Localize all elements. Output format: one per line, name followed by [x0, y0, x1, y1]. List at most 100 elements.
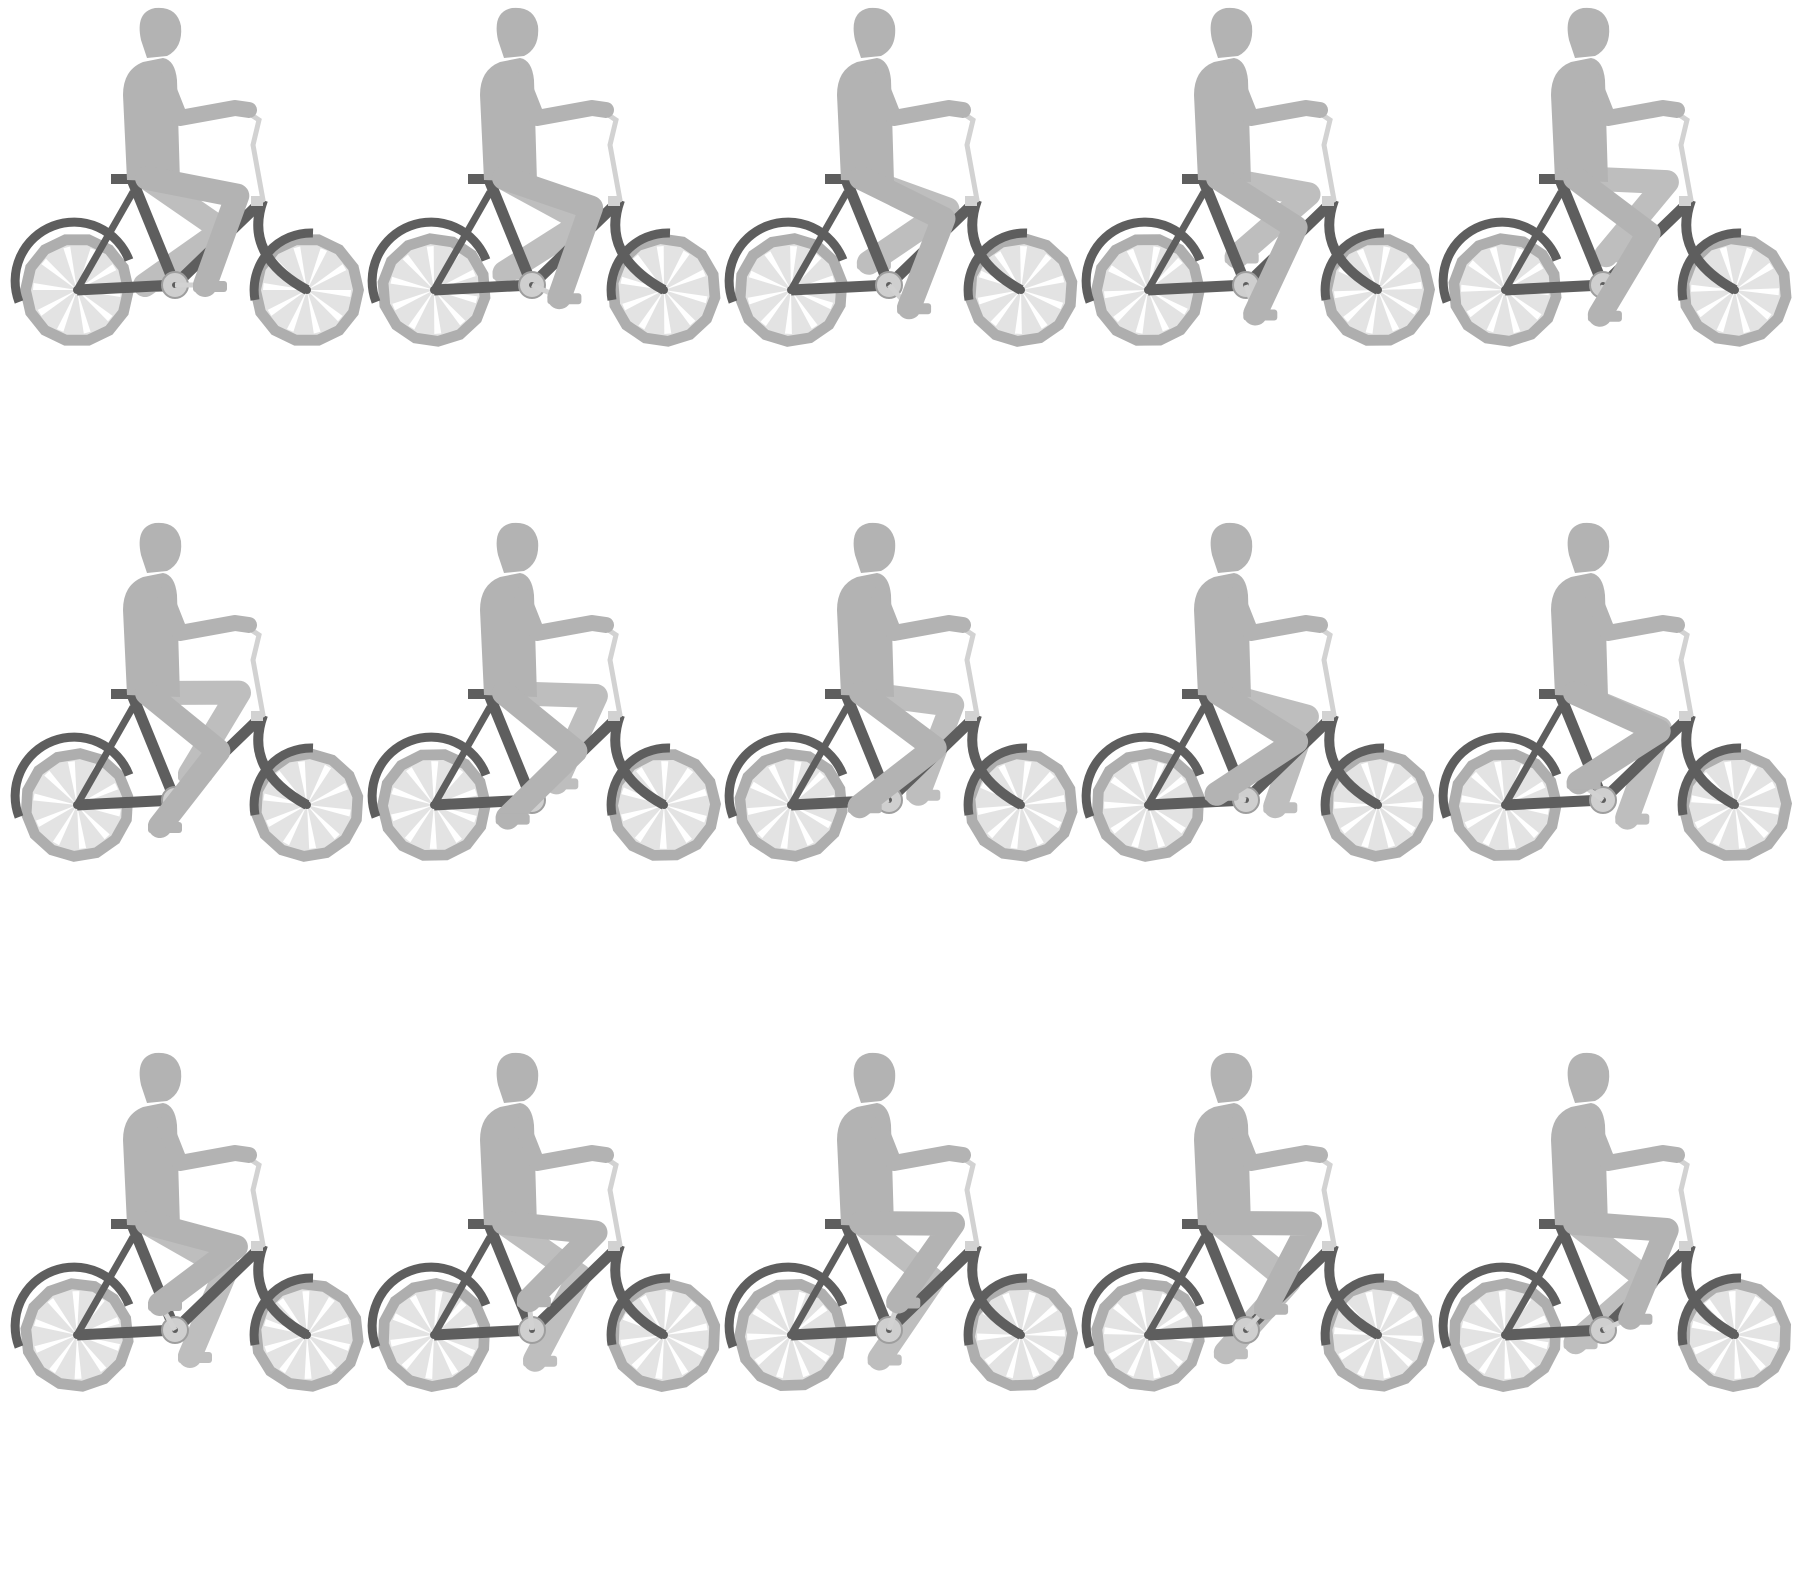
leg-segment: [492, 1211, 592, 1372]
leg-segment: [849, 166, 956, 320]
spoke: [1110, 776, 1148, 805]
spoke: [264, 1335, 307, 1353]
front-fork: [1324, 713, 1381, 810]
spoke: [1360, 762, 1378, 805]
spoke: [1110, 805, 1148, 834]
shoe: [906, 789, 941, 801]
spoke: [307, 290, 343, 322]
spoke: [1498, 1291, 1506, 1335]
bicycle-rider-sprite: [724, 7, 1078, 347]
spoke: [1468, 260, 1505, 290]
animation-frame: [724, 1045, 1079, 1391]
spoke: [1334, 290, 1378, 299]
animation-frame: [10, 0, 365, 346]
near-leg: [1563, 1211, 1679, 1330]
spoke: [1505, 805, 1516, 849]
spoke: [434, 1291, 443, 1335]
spoke: [1338, 1335, 1378, 1361]
bicycle-rider-sprite: [10, 7, 364, 346]
spoke: [1694, 805, 1735, 829]
bicycle-rider-sprite: [1438, 7, 1792, 347]
spoke: [1734, 1335, 1742, 1379]
spoke: [1148, 776, 1186, 805]
leg-segment: [1204, 681, 1309, 806]
spoke: [754, 1335, 791, 1366]
spoke: [1735, 1296, 1762, 1335]
spoke: [1735, 805, 1779, 815]
seat-stay: [1501, 190, 1565, 292]
rear-fender: [10, 217, 134, 304]
rider-arm: [1228, 72, 1328, 126]
spoke: [772, 1292, 791, 1335]
spoke: [664, 269, 706, 290]
spoke: [1020, 246, 1028, 290]
spoke: [1108, 1335, 1148, 1361]
chain: [433, 1326, 533, 1335]
spoke: [307, 805, 317, 849]
rider-head: [853, 522, 896, 573]
spoke: [1463, 1335, 1505, 1355]
spoke: [977, 290, 1021, 305]
rider-arm: [514, 1117, 614, 1171]
head-clamp: [251, 1241, 263, 1251]
near-leg: [1204, 681, 1309, 806]
spoke: [1021, 253, 1052, 290]
head-clamp: [608, 1241, 620, 1251]
shoe: [1563, 1338, 1598, 1350]
spoke: [1378, 801, 1422, 809]
spoke: [664, 805, 707, 823]
spoke: [784, 290, 792, 334]
front-fork: [253, 198, 310, 295]
spoke: [307, 805, 340, 840]
spoke: [307, 264, 347, 290]
seat-tube: [1198, 1224, 1252, 1333]
rear-fender: [10, 1262, 134, 1349]
handlebar: [244, 624, 266, 718]
spoke: [406, 767, 434, 805]
seat-tube: [1198, 179, 1252, 288]
spoke: [1735, 288, 1779, 296]
spoke: [664, 290, 696, 326]
spoke: [390, 1335, 434, 1347]
spoke: [1108, 265, 1148, 290]
spoke: [760, 290, 791, 327]
spoke: [1113, 1303, 1148, 1335]
seat-tube: [127, 179, 181, 288]
spoke: [790, 246, 798, 290]
spoke: [1021, 1329, 1065, 1337]
rider-head: [139, 7, 182, 58]
spoke: [1378, 290, 1400, 332]
spoke: [77, 805, 87, 849]
spoke: [434, 805, 462, 843]
spoke: [1466, 290, 1505, 318]
seat-stay: [1501, 1235, 1565, 1337]
spoke: [620, 1335, 664, 1347]
chain: [790, 281, 890, 290]
spoke: [791, 290, 818, 329]
bicycle-rider-sprite: [10, 522, 364, 862]
bicycle-rider-sprite: [367, 7, 721, 347]
spoke: [297, 761, 307, 805]
spoke: [429, 805, 437, 849]
near-leg: [1563, 166, 1661, 327]
animation-frame: [1438, 515, 1793, 861]
spoke: [764, 251, 791, 290]
head-clamp: [1322, 1241, 1334, 1251]
spoke: [621, 805, 664, 822]
spoke: [664, 1300, 697, 1335]
spoke: [747, 290, 791, 305]
spoke: [1735, 805, 1746, 849]
head-clamp: [1679, 1241, 1691, 1251]
spoke: [1708, 1335, 1735, 1374]
spoke: [1378, 1335, 1413, 1367]
rear-fender: [10, 732, 134, 819]
spoke: [286, 290, 307, 332]
spoke: [1712, 805, 1735, 846]
spoke: [1148, 290, 1188, 315]
spoke: [634, 805, 664, 843]
spoke: [1010, 805, 1021, 849]
spoke: [791, 1304, 828, 1335]
spoke: [977, 805, 1021, 815]
spoke: [1378, 805, 1396, 848]
spoke: [74, 1335, 82, 1379]
